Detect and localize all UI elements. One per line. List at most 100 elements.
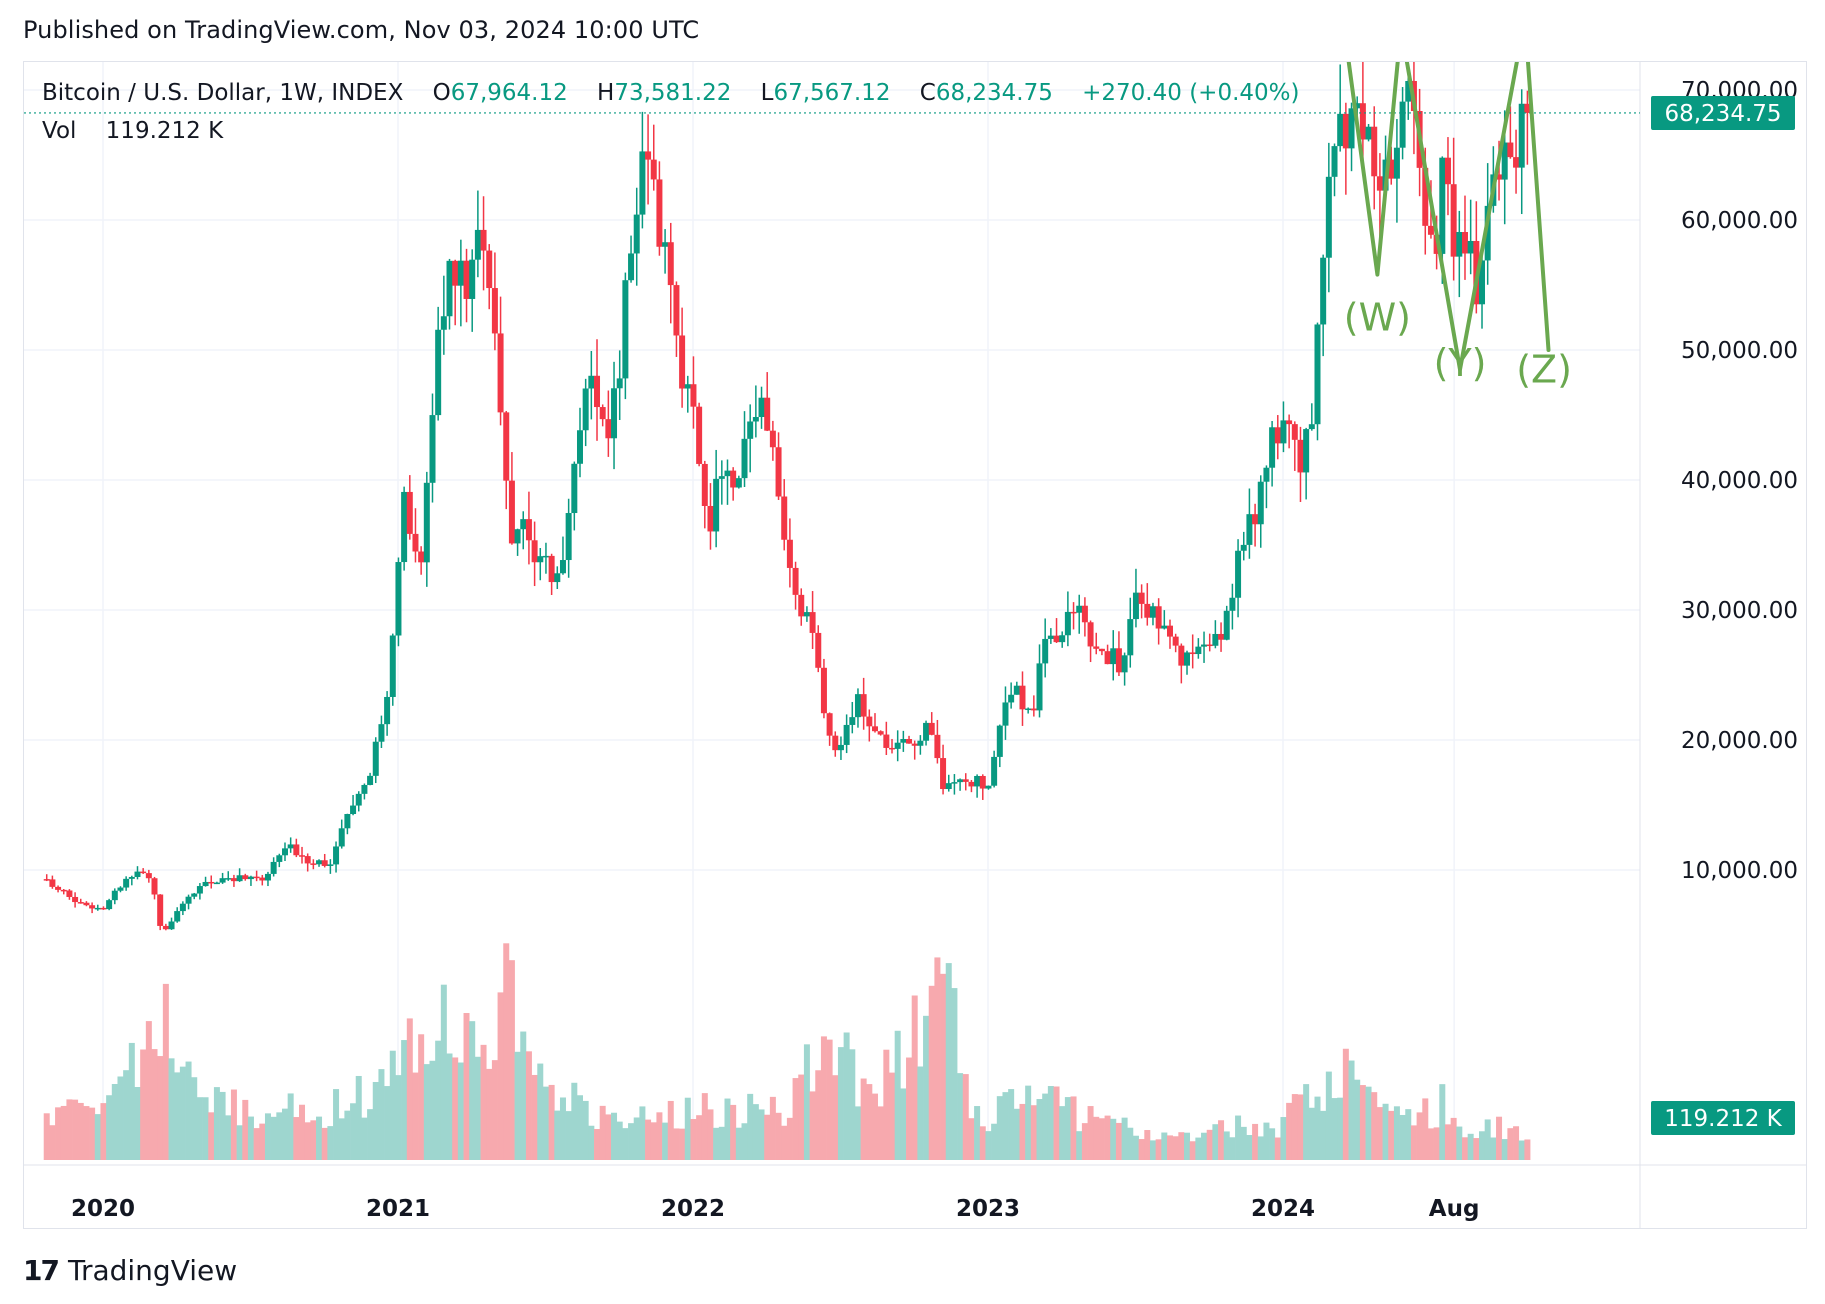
volume-bar bbox=[877, 1106, 884, 1160]
volume-bar bbox=[117, 1076, 124, 1160]
volume-bar bbox=[378, 1069, 385, 1160]
volume-bar bbox=[1138, 1139, 1145, 1160]
volume-bar bbox=[1076, 1131, 1083, 1160]
candle-body bbox=[440, 316, 447, 330]
volume-bar bbox=[616, 1121, 623, 1160]
volume-bar bbox=[1059, 1106, 1066, 1160]
candle-body bbox=[350, 805, 357, 815]
open-label: O bbox=[432, 80, 451, 106]
candle-body bbox=[747, 421, 754, 439]
volume-bar bbox=[355, 1075, 362, 1160]
volume-bar bbox=[1155, 1139, 1162, 1160]
candle-body bbox=[378, 724, 385, 742]
volume-bar bbox=[168, 1058, 175, 1160]
candle-body bbox=[792, 567, 799, 595]
price-chart[interactable]: 80,000.0070,000.0060,000.0050,000.0040,0… bbox=[24, 62, 1806, 1228]
candle-body bbox=[599, 407, 606, 420]
last-price-tag bbox=[1651, 95, 1795, 130]
candle-body bbox=[1280, 420, 1287, 444]
candle-body bbox=[1376, 176, 1383, 191]
volume-bar bbox=[1166, 1135, 1173, 1160]
volume-bar bbox=[72, 1099, 79, 1160]
volume-bar bbox=[1252, 1123, 1259, 1160]
candle-body bbox=[287, 844, 294, 849]
volume-bar bbox=[469, 1021, 476, 1160]
volume-bar bbox=[1070, 1096, 1077, 1160]
elliott-wave-line[interactable] bbox=[1342, 62, 1551, 372]
brand-name: TradingView bbox=[67, 1254, 238, 1287]
volume-bar bbox=[208, 1112, 215, 1160]
volume-bar bbox=[264, 1113, 271, 1160]
candle-body bbox=[656, 179, 663, 247]
volume-bar bbox=[985, 1131, 992, 1160]
chart-frame[interactable]: 80,000.0070,000.0060,000.0050,000.0040,0… bbox=[23, 61, 1807, 1229]
candle-body bbox=[628, 253, 635, 281]
volume-bar bbox=[559, 1097, 566, 1160]
volume-bar bbox=[1189, 1141, 1196, 1160]
volume-bar bbox=[554, 1110, 561, 1160]
volume-bar bbox=[1172, 1136, 1179, 1160]
volume-bar bbox=[667, 1100, 674, 1160]
volume-bar bbox=[1303, 1084, 1310, 1160]
close-label: C bbox=[919, 80, 936, 106]
volume-bar bbox=[1184, 1132, 1191, 1160]
candle-body bbox=[809, 612, 816, 633]
volume-bar bbox=[565, 1111, 572, 1160]
candle-body bbox=[1093, 646, 1100, 649]
volume-bar bbox=[219, 1091, 226, 1160]
candle-body bbox=[1229, 597, 1236, 611]
volume-bar bbox=[242, 1099, 249, 1160]
volume-bar bbox=[270, 1116, 277, 1160]
candle-body bbox=[1246, 514, 1253, 545]
candle-body bbox=[1479, 260, 1486, 305]
candle-body bbox=[327, 864, 334, 866]
candle-body bbox=[775, 447, 782, 497]
y-tick-label: 30,000.00 bbox=[1681, 598, 1798, 624]
candle-body bbox=[1269, 427, 1276, 468]
candle-body bbox=[611, 388, 618, 439]
volume-bar bbox=[49, 1125, 56, 1160]
candle-body bbox=[1388, 159, 1395, 179]
candle-body bbox=[1070, 611, 1077, 614]
candle-body bbox=[355, 793, 362, 806]
candle-body bbox=[196, 886, 203, 894]
volume-bar bbox=[1393, 1106, 1400, 1160]
candle-body bbox=[270, 861, 277, 874]
volume-bar bbox=[1337, 1097, 1344, 1160]
candle-body bbox=[537, 556, 544, 563]
volume-bar bbox=[1002, 1092, 1009, 1160]
volume-bar bbox=[1490, 1137, 1497, 1160]
candle-body bbox=[1206, 644, 1213, 647]
candle-body bbox=[701, 463, 708, 506]
volume-bar bbox=[894, 1030, 901, 1160]
volume-bar bbox=[883, 1049, 890, 1160]
candle-body bbox=[1405, 80, 1412, 102]
volume-bar bbox=[429, 1060, 436, 1160]
candle-body bbox=[213, 882, 220, 885]
volume-bar bbox=[55, 1107, 62, 1160]
candle-body bbox=[55, 886, 62, 890]
candle-body bbox=[735, 478, 742, 488]
candle-body bbox=[1059, 635, 1066, 643]
volume-bar bbox=[174, 1072, 181, 1160]
candle-body bbox=[1450, 184, 1457, 257]
candle-body bbox=[111, 890, 118, 901]
candle-body bbox=[1501, 142, 1508, 180]
candle-body bbox=[1098, 648, 1105, 652]
volume-bar bbox=[1229, 1137, 1236, 1160]
candle-body bbox=[1461, 232, 1468, 254]
candle-body bbox=[974, 775, 981, 787]
candle-body bbox=[645, 151, 652, 160]
candle-body bbox=[230, 878, 237, 882]
symbol-label[interactable]: Bitcoin / U.S. Dollar, 1W, INDEX bbox=[42, 80, 404, 106]
candle-body bbox=[1286, 420, 1293, 425]
candle-body bbox=[906, 739, 913, 744]
volume-bar bbox=[928, 985, 935, 1160]
candle-body bbox=[979, 775, 986, 789]
volume-bar bbox=[605, 1114, 612, 1160]
candle-body bbox=[1144, 603, 1151, 618]
volume-bar bbox=[826, 1039, 833, 1160]
volume-bar bbox=[917, 1066, 924, 1160]
published-caption: Published on TradingView.com, Nov 03, 20… bbox=[23, 16, 700, 44]
candle-body bbox=[1456, 232, 1463, 257]
